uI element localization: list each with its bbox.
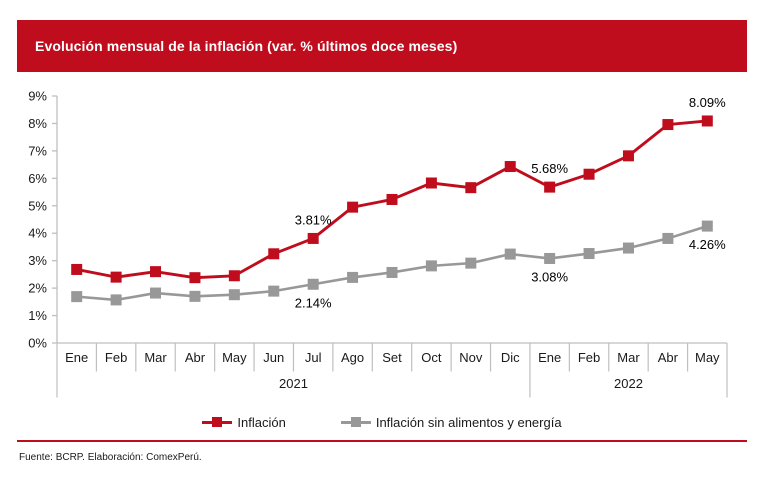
data-point-marker xyxy=(228,289,240,301)
data-point-marker xyxy=(662,119,674,131)
x-month-label: May xyxy=(222,350,247,365)
x-month-label: Mar xyxy=(617,350,640,365)
data-point-marker xyxy=(504,248,516,260)
y-tick-label: 1% xyxy=(28,308,47,323)
x-month-label: Jun xyxy=(263,350,284,365)
data-point-marker xyxy=(268,248,280,260)
data-point-marker xyxy=(189,272,201,284)
data-point-marker xyxy=(347,201,359,213)
x-year-label: 2021 xyxy=(279,376,308,391)
y-tick-label: 0% xyxy=(28,336,47,351)
data-label: 3.08% xyxy=(531,269,568,284)
y-tick-label: 4% xyxy=(28,226,47,241)
inflation-line-chart: 0% 1% 2% 3% 4% 5% 6% 7% 8% 9% Ene Feb Mar Abr May Jun Ju… xyxy=(28,89,728,398)
x-month-label: May xyxy=(695,350,720,365)
data-point-marker xyxy=(662,232,674,244)
x-month-label: Nov xyxy=(459,350,483,365)
y-tick-label: 2% xyxy=(28,281,47,296)
data-point-marker xyxy=(425,177,437,189)
legend-item-inflacion-sin-alimentos: Inflación sin alimentos y energía xyxy=(340,414,562,430)
data-point-marker xyxy=(544,181,556,193)
data-point-marker xyxy=(701,220,713,232)
page-title: Evolución mensual de la inflación (var. … xyxy=(35,38,458,54)
y-tick-label: 8% xyxy=(28,116,47,131)
data-label: 5.68% xyxy=(531,161,568,176)
data-point-marker xyxy=(622,150,634,162)
data-point-marker xyxy=(465,182,477,194)
data-label: 2.14% xyxy=(295,295,332,310)
x-year-label: 2022 xyxy=(614,376,643,391)
x-month-label: Jul xyxy=(305,350,322,365)
divider xyxy=(17,440,747,442)
data-point-marker xyxy=(228,270,240,282)
data-point-marker xyxy=(110,271,122,283)
data-point-marker xyxy=(307,278,319,290)
source-note: Fuente: BCRP. Elaboración: ComexPerú. xyxy=(19,452,202,463)
data-point-marker xyxy=(307,232,319,244)
chart-legend: Inflación Inflación sin alimentos y ener… xyxy=(0,412,764,432)
x-month-label: Feb xyxy=(105,350,127,365)
gray-square-line-marker-icon xyxy=(340,416,371,428)
y-tick-label: 9% xyxy=(28,89,47,104)
data-point-marker xyxy=(71,291,83,303)
data-point-marker xyxy=(544,252,556,264)
legend-item-inflacion: Inflación xyxy=(202,414,286,430)
x-month-label: Abr xyxy=(658,350,679,365)
series-line-core xyxy=(76,224,708,302)
x-month-label: Dic xyxy=(501,350,520,365)
data-point-marker xyxy=(150,266,162,278)
data-label: 3.81% xyxy=(295,212,332,227)
y-tick-label: 5% xyxy=(28,198,47,213)
legend-label: Inflación sin alimentos y energía xyxy=(375,414,562,430)
data-label: 4.26% xyxy=(689,237,726,252)
legend-label: Inflación xyxy=(237,414,286,430)
data-point-marker xyxy=(622,242,634,254)
x-month-label: Ago xyxy=(341,350,364,365)
x-month-label: Ene xyxy=(538,350,561,365)
title-bar: Evolución mensual de la inflación (var. … xyxy=(17,20,747,72)
data-point-marker xyxy=(504,161,516,173)
data-point-marker xyxy=(150,287,162,299)
data-point-marker xyxy=(425,260,437,272)
data-point-marker xyxy=(701,115,713,127)
red-square-line-marker-icon xyxy=(202,416,233,428)
data-point-marker xyxy=(110,294,122,306)
data-point-marker xyxy=(268,285,280,297)
x-month-label: Feb xyxy=(578,350,600,365)
x-month-label: Ene xyxy=(65,350,88,365)
data-label: 8.09% xyxy=(689,95,726,110)
data-point-marker xyxy=(71,263,83,275)
x-month-label: Mar xyxy=(144,350,167,365)
data-point-marker xyxy=(583,248,595,260)
x-month-label: Abr xyxy=(185,350,206,365)
data-point-marker xyxy=(465,257,477,269)
x-month-label: Set xyxy=(382,350,402,365)
x-month-label: Oct xyxy=(421,350,442,365)
y-tick-label: 6% xyxy=(28,171,47,186)
data-point-marker xyxy=(189,290,201,302)
data-point-marker xyxy=(347,271,359,283)
data-point-marker xyxy=(386,266,398,278)
data-point-marker xyxy=(583,168,595,180)
y-tick-label: 3% xyxy=(28,253,47,268)
y-tick-label: 7% xyxy=(28,143,47,158)
data-point-marker xyxy=(386,193,398,205)
